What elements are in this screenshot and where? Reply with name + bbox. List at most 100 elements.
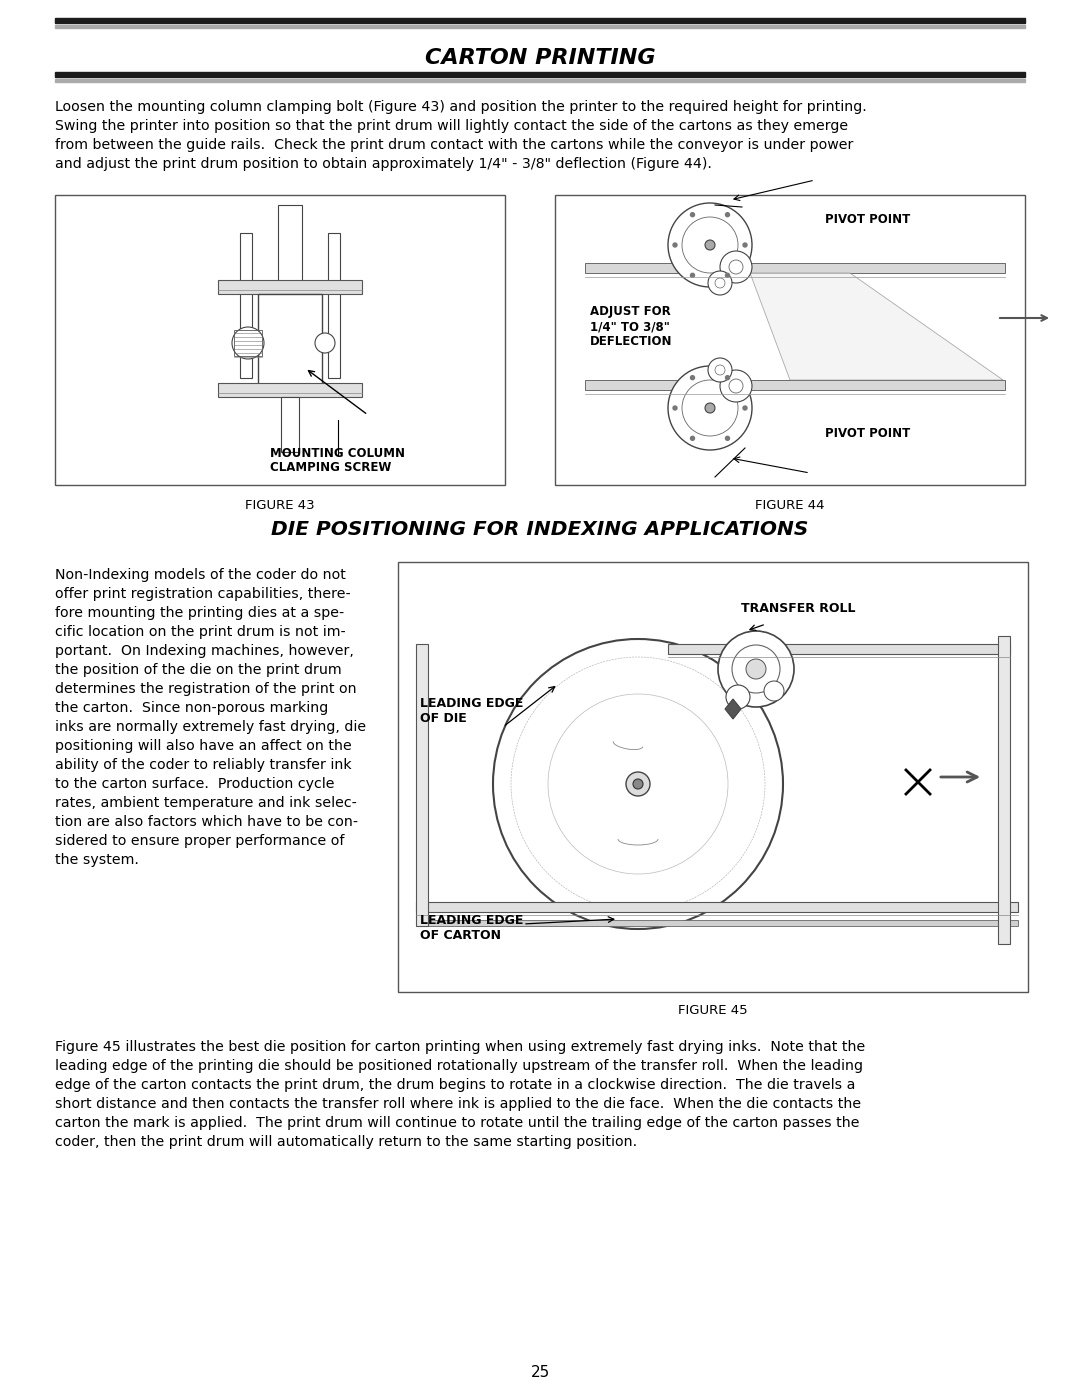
Text: and adjust the print drum position to obtain approximately 1/4" - 3/8" deflectio: and adjust the print drum position to ob… bbox=[55, 156, 712, 170]
Bar bbox=[278, 205, 302, 305]
Circle shape bbox=[726, 685, 750, 710]
Text: the carton.  Since non-porous marking: the carton. Since non-porous marking bbox=[55, 701, 328, 715]
Circle shape bbox=[690, 376, 694, 380]
Text: LEADING EDGE
OF DIE: LEADING EDGE OF DIE bbox=[420, 697, 524, 725]
Bar bbox=[328, 233, 340, 379]
Circle shape bbox=[729, 379, 743, 393]
Text: sidered to ensure proper performance of: sidered to ensure proper performance of bbox=[55, 834, 345, 848]
Bar bbox=[416, 902, 1018, 912]
Polygon shape bbox=[750, 272, 1003, 380]
Circle shape bbox=[673, 243, 677, 247]
Text: Swing the printer into position so that the print drum will lightly contact the : Swing the printer into position so that … bbox=[55, 119, 848, 133]
Circle shape bbox=[708, 358, 732, 381]
Bar bbox=[585, 263, 1005, 272]
Bar bbox=[55, 196, 505, 485]
Text: PIVOT POINT: PIVOT POINT bbox=[825, 212, 910, 226]
Bar bbox=[218, 279, 362, 293]
Circle shape bbox=[681, 217, 738, 272]
Circle shape bbox=[232, 327, 264, 359]
Circle shape bbox=[511, 657, 765, 911]
Circle shape bbox=[669, 203, 752, 286]
Text: coder, then the print drum will automatically return to the same starting positi: coder, then the print drum will automati… bbox=[55, 1134, 637, 1148]
Text: Figure 45 illustrates the best die position for carton printing when using extre: Figure 45 illustrates the best die posit… bbox=[55, 1039, 865, 1053]
Bar bbox=[998, 636, 1010, 944]
Circle shape bbox=[715, 365, 725, 374]
Circle shape bbox=[720, 251, 752, 284]
Text: inks are normally extremely fast drying, die: inks are normally extremely fast drying,… bbox=[55, 719, 366, 733]
Bar bbox=[669, 644, 1010, 654]
Circle shape bbox=[746, 659, 766, 679]
Circle shape bbox=[681, 380, 738, 436]
Text: offer print registration capabilities, there-: offer print registration capabilities, t… bbox=[55, 587, 351, 601]
Circle shape bbox=[705, 402, 715, 414]
Text: DIE POSITIONING FOR INDEXING APPLICATIONS: DIE POSITIONING FOR INDEXING APPLICATION… bbox=[271, 520, 809, 539]
Bar bbox=[234, 330, 262, 356]
Circle shape bbox=[726, 436, 729, 440]
Circle shape bbox=[708, 271, 732, 295]
Circle shape bbox=[690, 212, 694, 217]
Circle shape bbox=[743, 407, 747, 409]
Circle shape bbox=[715, 278, 725, 288]
Circle shape bbox=[718, 631, 794, 707]
Text: short distance and then contacts the transfer roll where ink is applied to the d: short distance and then contacts the tra… bbox=[55, 1097, 861, 1111]
Circle shape bbox=[626, 773, 650, 796]
Text: leading edge of the printing die should be positioned rotationally upstream of t: leading edge of the printing die should … bbox=[55, 1059, 863, 1073]
Text: fore mounting the printing dies at a spe-: fore mounting the printing dies at a spe… bbox=[55, 606, 345, 620]
Bar bbox=[55, 80, 1025, 81]
Circle shape bbox=[548, 694, 728, 875]
Text: Loosen the mounting column clamping bolt (Figure 43) and position the printer to: Loosen the mounting column clamping bolt… bbox=[55, 101, 867, 115]
Bar bbox=[416, 921, 1018, 926]
Circle shape bbox=[690, 436, 694, 440]
Circle shape bbox=[726, 212, 729, 217]
Text: PIVOT POINT: PIVOT POINT bbox=[825, 427, 910, 440]
Text: ADJUST FOR
1/4" TO 3/8"
DEFLECTION: ADJUST FOR 1/4" TO 3/8" DEFLECTION bbox=[590, 305, 673, 348]
Circle shape bbox=[673, 407, 677, 409]
Text: TRANSFER ROLL: TRANSFER ROLL bbox=[741, 602, 855, 615]
Text: Non-Indexing models of the coder do not: Non-Indexing models of the coder do not bbox=[55, 569, 346, 583]
Circle shape bbox=[315, 332, 335, 353]
Text: cific location on the print drum is not im-: cific location on the print drum is not … bbox=[55, 624, 346, 638]
Bar bbox=[281, 397, 299, 453]
Circle shape bbox=[720, 370, 752, 402]
Text: FIGURE 45: FIGURE 45 bbox=[678, 1004, 747, 1017]
Text: carton the mark is applied.  The print drum will continue to rotate until the tr: carton the mark is applied. The print dr… bbox=[55, 1116, 860, 1130]
Text: rates, ambient temperature and ink selec-: rates, ambient temperature and ink selec… bbox=[55, 796, 356, 810]
Text: LEADING EDGE
OF CARTON: LEADING EDGE OF CARTON bbox=[420, 914, 524, 942]
Text: FIGURE 43: FIGURE 43 bbox=[245, 499, 314, 511]
Text: 25: 25 bbox=[530, 1365, 550, 1380]
Bar bbox=[218, 383, 362, 397]
Bar bbox=[555, 196, 1025, 485]
Text: FIGURE 44: FIGURE 44 bbox=[755, 499, 825, 511]
Text: positioning will also have an affect on the: positioning will also have an affect on … bbox=[55, 739, 352, 753]
Circle shape bbox=[732, 645, 780, 693]
Bar bbox=[585, 380, 1005, 390]
Bar bbox=[240, 233, 252, 379]
Text: the system.: the system. bbox=[55, 854, 139, 868]
Circle shape bbox=[669, 366, 752, 450]
Text: ability of the coder to reliably transfer ink: ability of the coder to reliably transfe… bbox=[55, 759, 352, 773]
Text: portant.  On Indexing machines, however,: portant. On Indexing machines, however, bbox=[55, 644, 354, 658]
Bar bbox=[55, 25, 1025, 28]
Text: CLAMPING SCREW: CLAMPING SCREW bbox=[270, 461, 391, 474]
Text: the position of the die on the print drum: the position of the die on the print dru… bbox=[55, 664, 341, 678]
Text: determines the registration of the print on: determines the registration of the print… bbox=[55, 682, 356, 696]
Bar bbox=[55, 18, 1025, 22]
Text: MOUNTING COLUMN: MOUNTING COLUMN bbox=[270, 447, 405, 460]
Text: edge of the carton contacts the print drum, the drum begins to rotate in a clock: edge of the carton contacts the print dr… bbox=[55, 1078, 855, 1092]
Bar bbox=[399, 562, 1028, 992]
Circle shape bbox=[492, 638, 783, 929]
Bar bbox=[258, 293, 322, 388]
Circle shape bbox=[633, 780, 643, 789]
Circle shape bbox=[764, 680, 784, 701]
Circle shape bbox=[726, 376, 729, 380]
Text: tion are also factors which have to be con-: tion are also factors which have to be c… bbox=[55, 814, 359, 828]
Circle shape bbox=[705, 240, 715, 250]
Circle shape bbox=[726, 274, 729, 278]
Bar bbox=[416, 644, 428, 926]
Bar bbox=[55, 73, 1025, 77]
Polygon shape bbox=[725, 698, 741, 719]
Circle shape bbox=[729, 260, 743, 274]
Circle shape bbox=[743, 243, 747, 247]
Circle shape bbox=[690, 274, 694, 278]
Text: CARTON PRINTING: CARTON PRINTING bbox=[424, 47, 656, 68]
